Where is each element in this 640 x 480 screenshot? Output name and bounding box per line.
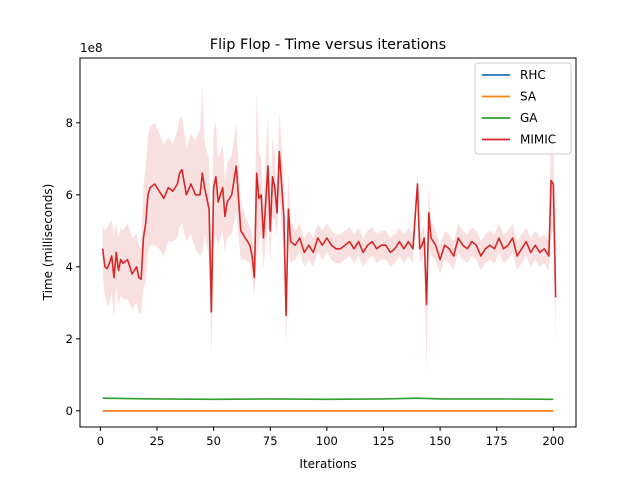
series-line-ga (102, 397, 554, 401)
y-tick-label: 8 (66, 116, 73, 130)
x-tick-label: 125 (373, 434, 395, 448)
x-tick-label: 50 (206, 434, 221, 448)
x-tick-label: 175 (486, 434, 508, 448)
chart-title: Flip Flop - Time versus iterations (210, 37, 446, 53)
band-mimic (102, 86, 556, 375)
legend-label-mimic: MIMIC (520, 133, 556, 147)
series-line-mimic (101, 150, 557, 317)
y-tick-label: 0 (66, 404, 73, 418)
y-tick-label: 6 (66, 188, 73, 202)
confidence-bands (102, 86, 556, 375)
x-tick-label: 100 (316, 434, 338, 448)
legend-box (474, 62, 572, 155)
x-tick-label: 25 (150, 434, 165, 448)
x-tick-label: 200 (542, 434, 564, 448)
plot-frame (79, 57, 577, 428)
legend: RHC SA GA MIMIC (474, 62, 572, 155)
y-axis-ticks: 0 2 4 6 8 (66, 116, 80, 418)
x-axis-ticks: 0 25 50 75 100 125 150 175 200 (97, 427, 564, 448)
y-tick-label: 2 (66, 332, 73, 346)
x-tick-label: 75 (263, 434, 278, 448)
legend-label-rhc: RHC (520, 68, 546, 82)
x-tick-label: 0 (97, 434, 104, 448)
x-axis-label: Iterations (299, 457, 356, 471)
x-tick-label: 150 (429, 434, 451, 448)
y-offset-label: 1e8 (80, 41, 103, 55)
y-axis-label: Time (milliseconds) (41, 184, 55, 302)
legend-label-sa: SA (520, 90, 537, 104)
legend-label-ga: GA (520, 111, 538, 125)
y-tick-label: 4 (66, 260, 73, 274)
series-lines (101, 150, 557, 412)
